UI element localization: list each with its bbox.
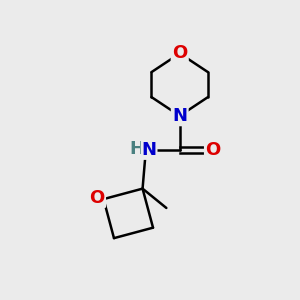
Text: N: N: [172, 107, 187, 125]
Text: N: N: [142, 141, 157, 159]
Text: O: O: [172, 44, 187, 62]
Text: O: O: [206, 141, 220, 159]
Text: H: H: [130, 140, 145, 158]
Text: O: O: [89, 189, 105, 207]
